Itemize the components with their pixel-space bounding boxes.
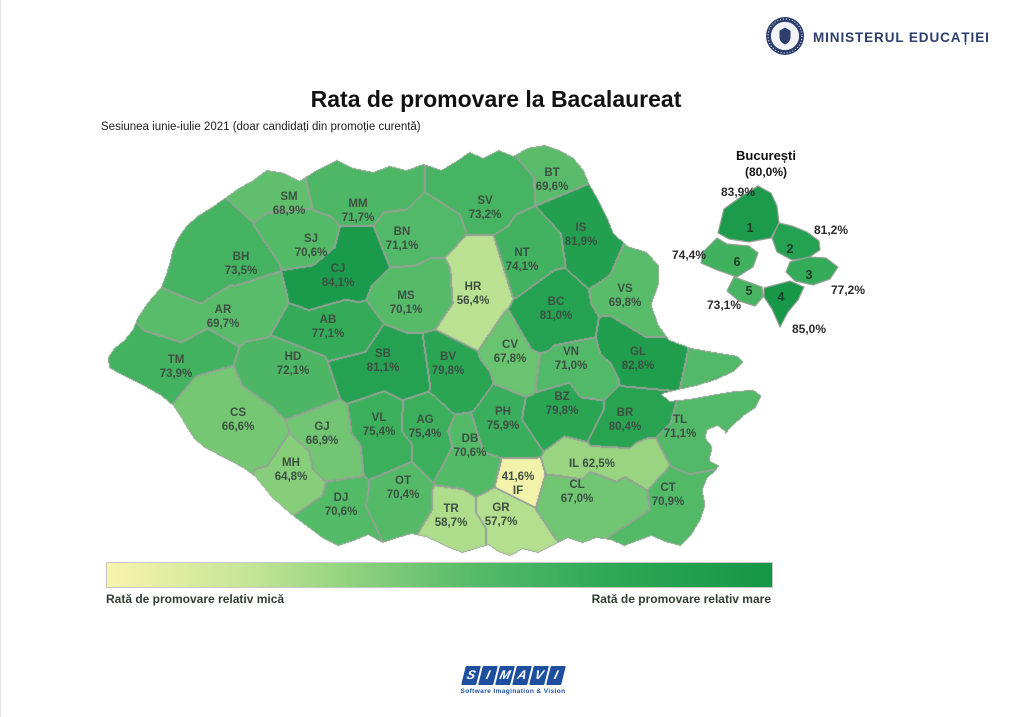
bucharest-sector-4 (763, 280, 805, 329)
sector-value-1: 83,9% (721, 185, 755, 199)
romania-choropleth-map (96, 135, 786, 565)
government-seal-logo (766, 17, 804, 55)
sector-value-2: 81,2% (814, 223, 848, 237)
simavi-letter-tile: S (460, 666, 481, 685)
bucharest-overall-rate: (80,0%) (745, 165, 787, 179)
legend-high-label: Rată de promovare relativ mare (591, 592, 771, 606)
simavi-letter-tile: M (494, 666, 515, 685)
sector-value-3: 77,2% (831, 283, 865, 297)
simavi-tagline: Software Imagination & Vision (460, 688, 566, 695)
bucharest-title: București (736, 148, 796, 163)
sector-value-6: 74,4% (672, 248, 706, 262)
bucharest-inset-map: București (80,0%) 1 83,9% 2 81,2% 3 77,2% 4 85,… (672, 148, 865, 336)
sector-number-5: 5 (746, 284, 753, 298)
coat-of-arms-icon (779, 27, 791, 45)
legend-gradient-bar (106, 562, 773, 588)
bucharest-sector-5 (726, 276, 764, 307)
legend-low-label: Rată de promovare relativ mică (106, 592, 285, 606)
page-subtitle: Sesiunea iunie-iulie 2021 (doar candidaț… (101, 121, 421, 133)
ministry-name: MINISTERUL EDUCAȚIEI (813, 30, 990, 45)
bucharest-sector-6 (700, 237, 759, 278)
sector-number-1: 1 (747, 221, 754, 235)
page-title: Rata de promovare la Bacalaureat (310, 86, 682, 112)
simavi-letter-tile: A (511, 666, 532, 685)
simavi-letter-tile: V (528, 666, 549, 685)
sector-number-3: 3 (806, 268, 813, 282)
bucharest-sector-3 (785, 256, 839, 286)
sector-number-4: 4 (778, 290, 785, 304)
sector-number-2: 2 (787, 242, 794, 256)
simavi-letter-tile: I (477, 666, 498, 685)
sector-value-5: 73,1% (707, 298, 741, 312)
bucharest-sector-2 (771, 222, 821, 261)
bucharest-sector-1 (717, 185, 780, 243)
simavi-letter-tile: I (545, 666, 566, 685)
sector-number-6: 6 (734, 255, 741, 269)
sector-value-4: 85,0% (792, 322, 826, 336)
